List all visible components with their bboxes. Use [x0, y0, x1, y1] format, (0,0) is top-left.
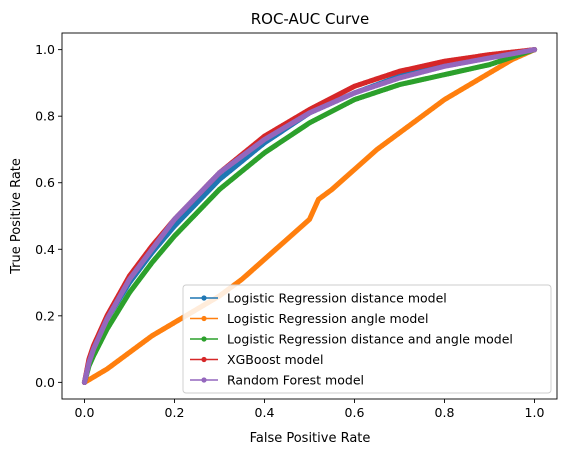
x-tick-label: 0.0 — [75, 405, 95, 420]
legend-label: Random Forest model — [227, 373, 364, 388]
y-tick-label: 0.6 — [35, 175, 55, 190]
y-tick-label: 0.4 — [35, 242, 55, 257]
y-tick-label: 0.0 — [35, 375, 55, 390]
y-tick-label: 0.8 — [35, 109, 55, 124]
series-5 — [81, 47, 538, 385]
legend-swatch-marker — [201, 336, 207, 342]
legend: Logistic Regression distance model Logist… — [182, 284, 552, 394]
x-tick-label: 0.4 — [255, 405, 275, 420]
x-axis-ticks: 0.0 0.2 0.4 0.6 0.8 1.0 — [75, 399, 545, 420]
chart-title: ROC-AUC Curve — [251, 10, 370, 28]
y-axis-label: True Positive Rate — [9, 158, 24, 275]
x-tick-label: 0.2 — [165, 405, 185, 420]
x-axis-label: False Positive Rate — [250, 431, 371, 446]
legend-label: Logistic Regression distance model — [227, 291, 447, 306]
legend-swatch-marker — [201, 295, 207, 301]
y-tick-label: 0.2 — [35, 308, 55, 323]
legend-swatch-marker — [201, 377, 207, 383]
series-3 — [81, 47, 538, 385]
data-point — [531, 47, 538, 53]
legend-label: Logistic Regression distance and angle m… — [227, 332, 513, 347]
x-tick-label: 0.6 — [345, 405, 365, 420]
y-axis-ticks: 0.0 0.2 0.4 0.6 0.8 1.0 — [35, 42, 62, 390]
legend-label: Logistic Regression angle model — [227, 311, 428, 326]
x-tick-label: 1.0 — [525, 405, 545, 420]
legend-swatch-marker — [201, 356, 207, 363]
series-layer — [81, 47, 538, 385]
legend-swatch-marker — [201, 315, 207, 322]
x-tick-label: 0.8 — [435, 405, 455, 420]
plot-frame — [61, 32, 558, 400]
legend-label: XGBoost model — [227, 352, 323, 367]
y-tick-label: 1.0 — [35, 42, 55, 57]
legend-box — [182, 284, 552, 394]
series-2 — [81, 47, 538, 385]
